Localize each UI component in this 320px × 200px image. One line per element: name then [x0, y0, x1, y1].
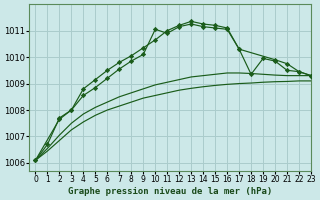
X-axis label: Graphe pression niveau de la mer (hPa): Graphe pression niveau de la mer (hPa) [68, 187, 272, 196]
